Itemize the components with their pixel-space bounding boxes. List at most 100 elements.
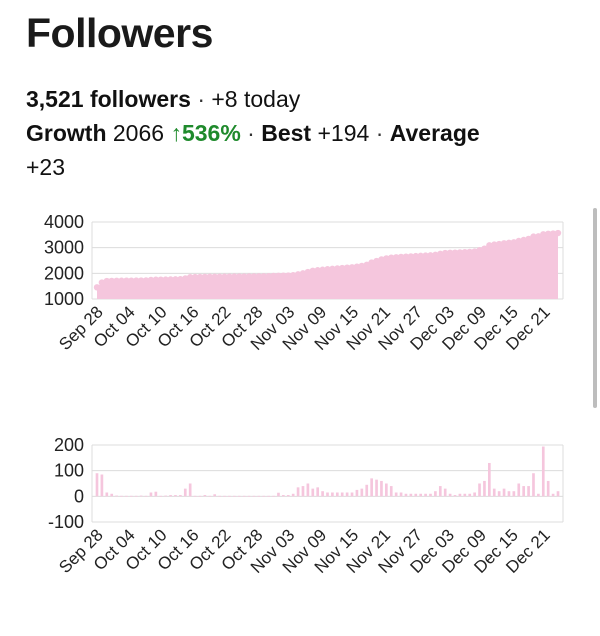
bar bbox=[174, 495, 177, 497]
data-point bbox=[554, 229, 562, 237]
data-point bbox=[392, 254, 400, 261]
data-point bbox=[304, 268, 312, 276]
bar bbox=[321, 491, 324, 497]
bar bbox=[360, 488, 364, 497]
bar bbox=[468, 493, 472, 497]
data-point bbox=[446, 249, 454, 256]
data-point bbox=[407, 253, 415, 260]
data-point bbox=[319, 266, 326, 273]
data-point bbox=[339, 264, 346, 272]
data-point bbox=[211, 273, 218, 280]
growth-value: 2066 bbox=[112, 120, 165, 146]
bar bbox=[375, 479, 378, 497]
bar bbox=[228, 495, 231, 497]
data-point bbox=[486, 242, 493, 249]
separator: · bbox=[197, 86, 205, 112]
bar bbox=[537, 493, 540, 497]
data-point bbox=[544, 230, 552, 238]
data-point bbox=[196, 273, 204, 281]
growth-line: Growth 2066 ↑536% · Best +194 · Average … bbox=[26, 116, 480, 184]
data-point bbox=[510, 239, 518, 246]
data-point bbox=[324, 266, 331, 273]
bar bbox=[311, 488, 315, 497]
bar bbox=[252, 495, 256, 497]
data-point bbox=[363, 261, 370, 269]
bar bbox=[492, 488, 496, 497]
bar bbox=[409, 493, 413, 497]
bar bbox=[331, 492, 334, 497]
bar bbox=[169, 495, 172, 497]
bar bbox=[438, 486, 442, 497]
data-point bbox=[442, 249, 449, 257]
today-change: +8 today bbox=[211, 86, 301, 112]
data-point bbox=[172, 276, 179, 283]
bar bbox=[198, 495, 202, 497]
data-point bbox=[201, 273, 209, 281]
page-title: Followers bbox=[26, 10, 213, 56]
data-point bbox=[167, 276, 174, 283]
bar bbox=[458, 493, 462, 497]
bar bbox=[551, 493, 555, 497]
bar bbox=[213, 494, 217, 497]
data-point bbox=[456, 249, 464, 256]
bar bbox=[497, 491, 501, 497]
data-point bbox=[515, 237, 522, 245]
growth-label: Growth bbox=[26, 120, 107, 146]
data-point bbox=[182, 275, 189, 282]
data-point bbox=[373, 257, 380, 265]
bar bbox=[355, 489, 359, 497]
stats-summary: 3,521 followers · +8 today Growth 2066 ↑… bbox=[26, 82, 480, 184]
y-tick-label: 3000 bbox=[44, 238, 84, 258]
followers-count: 3,521 followers bbox=[26, 86, 191, 112]
data-point bbox=[133, 277, 140, 284]
data-point bbox=[157, 276, 164, 283]
data-point bbox=[285, 272, 292, 279]
bar bbox=[291, 493, 295, 497]
bar bbox=[247, 495, 251, 497]
y-tick-label: 4000 bbox=[44, 212, 84, 232]
bar bbox=[502, 488, 506, 497]
data-point bbox=[299, 270, 307, 277]
y-tick-label: 100 bbox=[54, 461, 84, 481]
bar bbox=[203, 495, 207, 497]
growth-percent: 536% bbox=[181, 120, 241, 146]
bar bbox=[95, 473, 99, 497]
bar bbox=[419, 493, 423, 497]
data-point bbox=[491, 241, 498, 248]
y-tick-label: 1000 bbox=[44, 289, 84, 309]
bar bbox=[100, 474, 104, 497]
data-point bbox=[471, 248, 478, 255]
bar bbox=[527, 486, 530, 497]
data-point bbox=[432, 251, 439, 259]
bar bbox=[149, 492, 153, 497]
bar bbox=[517, 483, 521, 497]
data-point bbox=[191, 273, 199, 281]
bar bbox=[164, 495, 167, 497]
data-point bbox=[540, 231, 547, 238]
data-point bbox=[466, 248, 473, 256]
bar bbox=[370, 478, 373, 497]
bar bbox=[463, 493, 467, 497]
data-point bbox=[476, 247, 483, 254]
bar bbox=[541, 446, 545, 497]
separator: · bbox=[375, 120, 384, 146]
scrollbar[interactable] bbox=[593, 208, 597, 408]
bar bbox=[478, 483, 481, 497]
bar bbox=[154, 491, 158, 497]
bar bbox=[365, 484, 369, 497]
bar bbox=[296, 487, 300, 497]
data-point bbox=[314, 267, 321, 274]
bar bbox=[134, 495, 138, 497]
bar bbox=[399, 492, 403, 497]
bar bbox=[129, 495, 133, 497]
bar bbox=[208, 495, 212, 497]
data-point bbox=[240, 273, 248, 280]
bar bbox=[105, 492, 109, 497]
data-point bbox=[123, 277, 130, 284]
best-label: Best bbox=[261, 120, 312, 146]
data-point bbox=[495, 240, 503, 248]
followers-line: 3,521 followers · +8 today bbox=[26, 82, 480, 116]
bar bbox=[223, 495, 226, 497]
data-point bbox=[265, 273, 272, 280]
